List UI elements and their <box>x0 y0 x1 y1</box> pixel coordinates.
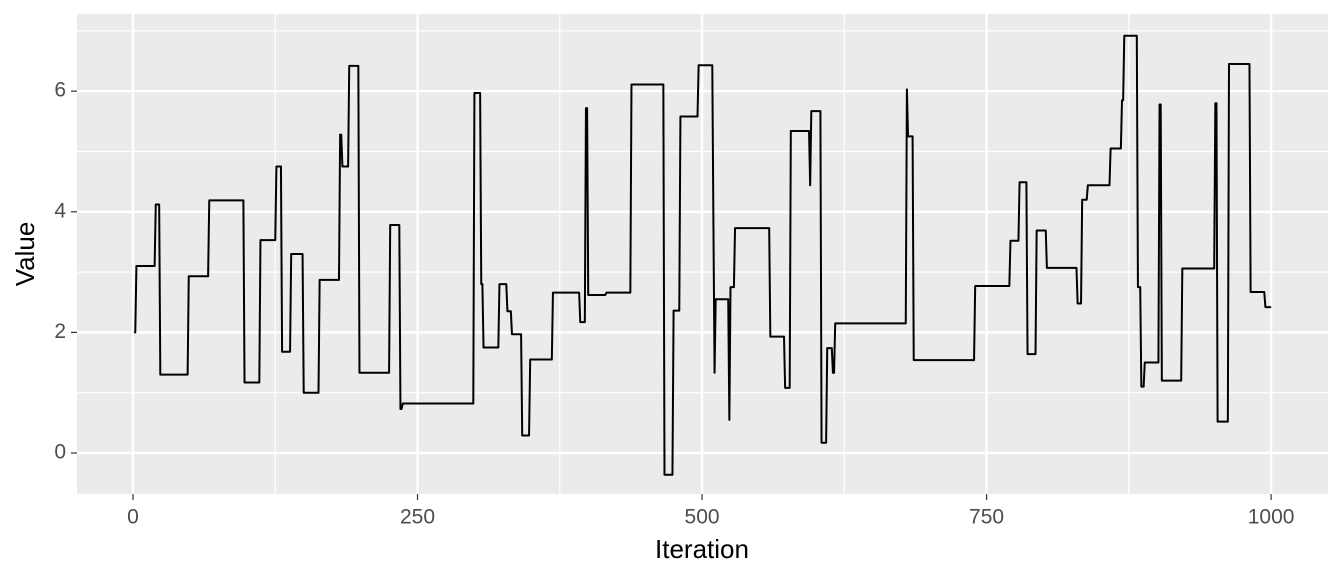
x-axis-title: Iteration <box>655 534 749 564</box>
y-axis-title: Value <box>10 222 40 287</box>
x-tick-label: 1000 <box>1248 506 1295 529</box>
y-tick-label: 6 <box>54 79 66 102</box>
y-tick-label: 2 <box>54 320 66 343</box>
y-tick-label: 0 <box>54 441 66 464</box>
y-tick-label: 4 <box>54 199 66 222</box>
x-tick-label: 500 <box>685 506 720 529</box>
data-line <box>134 34 1272 476</box>
x-tick-label: 750 <box>969 506 1004 529</box>
x-tick-label: 0 <box>127 506 139 529</box>
x-tick-label: 250 <box>400 506 435 529</box>
